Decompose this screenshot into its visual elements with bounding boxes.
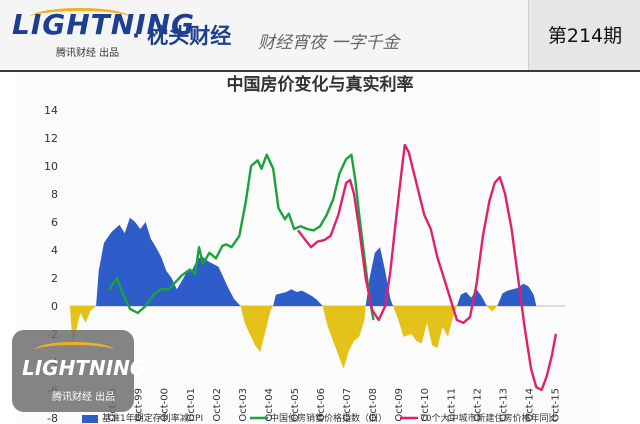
- x-tick-label-1: Oct-99: [134, 388, 145, 422]
- x-tick-label-17: Oct-15: [550, 388, 561, 422]
- y-tick-label-5: 4: [51, 244, 58, 257]
- y-tick-label-0: 14: [44, 104, 58, 117]
- x-tick-label-5: Oct-03: [238, 388, 249, 422]
- x-tick-label-16: Oct-14: [524, 388, 535, 422]
- x-tick-label-4: Oct-02: [212, 388, 223, 422]
- x-tick-label-6: Oct-04: [264, 388, 275, 422]
- app-header: LIGHTNING 腾讯财经 出品 · 枕头财经 财经宵夜 一字千金 第214期: [0, 0, 640, 72]
- legend-label-2: 70个大中城市新建住房价格年同比: [420, 412, 557, 424]
- x-tick-label-15: Oct-13: [498, 388, 509, 422]
- x-tick-label-12: Oct-10: [420, 388, 431, 422]
- series-line-1: [108, 153, 375, 321]
- y-tick-label-3: 8: [51, 188, 58, 201]
- y-tick-label-2: 10: [44, 160, 58, 173]
- x-tick-label-8: Oct-06: [316, 388, 327, 422]
- watermark-brand: LIGHTNING: [22, 356, 147, 380]
- x-tick-label-13: Oct-11: [446, 388, 457, 422]
- x-tick-label-11: Oct-09: [394, 388, 405, 422]
- y-tick-label-7: 0: [51, 300, 58, 313]
- brand-swoosh-icon: [30, 8, 130, 27]
- watermark-swoosh-icon: [34, 342, 114, 359]
- issue-box: 第214期: [528, 0, 640, 70]
- legend-label-1: 中国住房销售价格指数（旧）: [270, 412, 387, 424]
- brand-logo: LIGHTNING: [12, 8, 196, 41]
- brand-subtitle: 腾讯财经 出品: [56, 48, 120, 59]
- x-tick-label-2: Oct-00: [160, 388, 171, 422]
- y-tick-label-11: -8: [47, 412, 58, 424]
- series-line-2: [297, 143, 558, 392]
- x-tick-label-3: Oct-01: [186, 388, 197, 422]
- column-name: · 枕头财经: [132, 24, 232, 48]
- y-tick-label-4: 6: [51, 216, 58, 229]
- chart-title: 中国房价变化与真实利率: [226, 75, 414, 95]
- x-tick-label-14: Oct-12: [472, 388, 483, 422]
- issue-number: 第214期: [547, 25, 623, 47]
- y-tick-label-1: 12: [44, 132, 58, 145]
- slogan: 财经宵夜 一字千金: [258, 33, 400, 53]
- x-tick-label-9: Oct-07: [342, 388, 353, 422]
- x-tick-label-7: Oct-05: [290, 388, 301, 422]
- series-area-negative: [70, 306, 537, 369]
- series-area-positive: [70, 217, 537, 306]
- y-tick-label-6: 2: [51, 272, 58, 285]
- watermark-badge: LIGHTNING 腾讯财经 出品: [12, 330, 146, 412]
- legend-swatch-0: [82, 415, 98, 423]
- legend-label-0: 基准1年期定存利率减CPI: [102, 412, 203, 424]
- watermark-subtitle: 腾讯财经 出品: [52, 392, 116, 403]
- x-tick-label-10: Oct-08: [368, 388, 379, 422]
